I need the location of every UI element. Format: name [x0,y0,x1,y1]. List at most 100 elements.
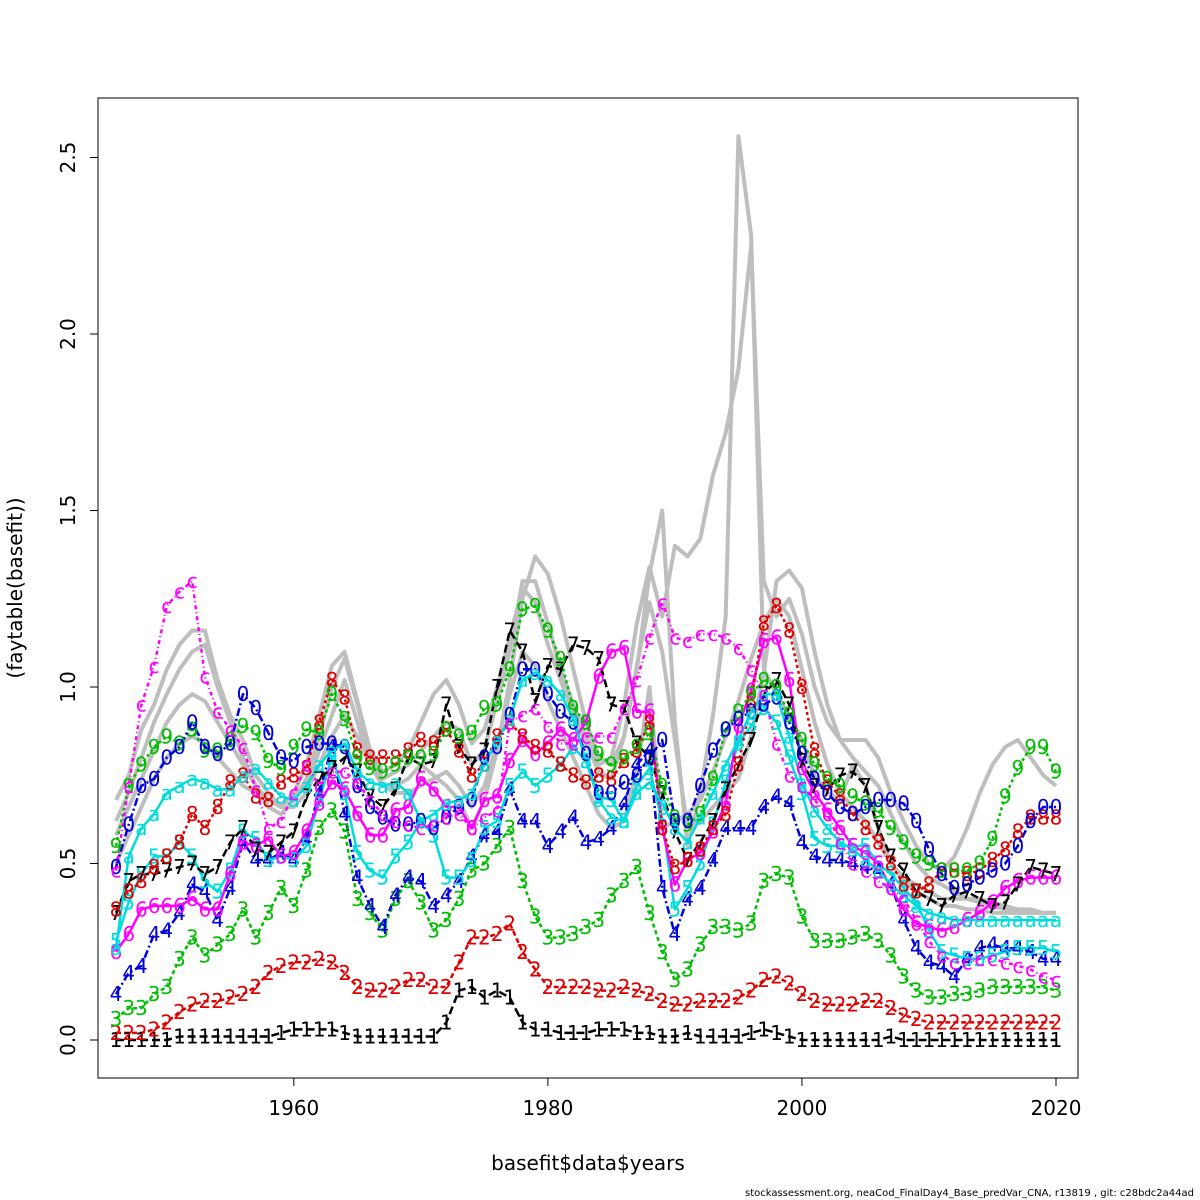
point-label-7: 7 [973,887,986,911]
point-label-5: 5 [605,788,618,812]
point-label-0: 0 [948,876,961,900]
point-label-2: 2 [973,1010,986,1034]
point-label-9: 9 [757,668,770,692]
point-label-a: a [300,774,312,798]
point-label-3: 3 [554,926,567,950]
point-label-3: 3 [783,866,796,890]
point-label-c: c [339,760,350,784]
point-label-0: 0 [199,735,212,759]
point-label-2: 2 [110,1021,123,1045]
point-label-5: 5 [732,732,745,756]
point-label-0: 0 [237,682,250,706]
point-label-3: 3 [376,919,389,943]
point-label-1: 1 [338,1021,351,1045]
point-label-7: 7 [122,869,135,893]
point-label-4: 4 [935,954,948,978]
point-label-9: 9 [935,859,948,883]
point-label-5: 5 [173,830,186,854]
point-label-a: a [161,781,173,805]
point-label-a: a [1012,908,1024,932]
point-label-6: 6 [402,795,415,819]
point-label-1: 1 [846,1028,859,1052]
point-label-7: 7 [605,693,618,717]
point-label-1: 1 [885,1025,898,1049]
point-label-5: 5 [796,781,809,805]
point-label-0: 0 [122,813,135,837]
point-label-9: 9 [173,732,186,756]
point-label-2: 2 [389,975,402,999]
point-label-c: c [479,806,490,830]
point-label-4: 4 [199,880,212,904]
point-label-a: a [720,753,732,777]
point-label-0: 0 [529,657,542,681]
point-label-0: 0 [923,837,936,861]
point-label-8: 8 [389,746,402,770]
point-label-8: 8 [160,844,173,868]
point-label-3: 3 [935,986,948,1010]
point-label-7: 7 [300,784,313,808]
point-label-5: 5 [834,834,847,858]
point-label-1: 1 [707,1025,720,1049]
point-label-4: 4 [846,852,859,876]
point-label-5: 5 [1024,936,1037,960]
series-line-7 [114,629,1057,914]
point-label-9: 9 [1012,756,1025,780]
point-label-5: 5 [1037,936,1050,960]
point-label-7: 7 [516,640,529,664]
point-label-1: 1 [808,1028,821,1052]
point-label-5: 5 [872,852,885,876]
point-label-7: 7 [478,739,491,763]
point-label-1: 1 [453,979,466,1003]
point-label-1: 1 [630,1021,643,1045]
point-label-2: 2 [275,954,288,978]
x-tick-label: 2000 [776,1096,827,1120]
point-label-5: 5 [961,947,974,971]
point-label-5: 5 [1012,936,1025,960]
point-label-6: 6 [580,710,593,734]
point-label-1: 1 [834,1028,847,1052]
point-label-3: 3 [923,986,936,1010]
series-line-2 [116,922,1056,1035]
point-label-4: 4 [338,802,351,826]
point-label-a: a [173,774,185,798]
point-label-0: 0 [389,813,402,837]
point-label-9: 9 [516,597,529,621]
point-label-4: 4 [402,866,415,890]
point-label-6: 6 [935,919,948,943]
point-label-9: 9 [885,816,898,840]
point-label-c: c [581,724,592,748]
point-label-6: 6 [757,629,770,653]
point-label-1: 1 [783,1025,796,1049]
point-label-1: 1 [580,1021,593,1045]
point-label-8: 8 [300,756,313,780]
point-label-9: 9 [1050,760,1063,784]
point-label-5: 5 [491,809,504,833]
point-label-0: 0 [669,809,682,833]
point-label-2: 2 [669,993,682,1017]
point-label-c: c [415,816,426,840]
point-label-0: 0 [885,788,898,812]
point-label-3: 3 [910,979,923,1003]
point-label-6: 6 [1050,866,1063,890]
point-label-c: c [619,696,630,720]
point-label-9: 9 [986,827,999,851]
point-label-9: 9 [554,647,567,671]
point-label-4: 4 [224,876,237,900]
point-label-3: 3 [707,915,720,939]
point-label-4: 4 [287,848,300,872]
point-label-4: 4 [160,919,173,943]
point-label-8: 8 [554,753,567,777]
point-label-7: 7 [656,781,669,805]
point-label-1: 1 [478,986,491,1010]
point-label-a: a [504,707,516,731]
point-label-3: 3 [948,982,961,1006]
point-label-3: 3 [681,957,694,981]
point-label-c: c [695,622,706,646]
point-label-1: 1 [173,1025,186,1049]
y-tick-label: 1.5 [56,495,80,527]
point-label-0: 0 [135,774,148,798]
point-label-5: 5 [808,827,821,851]
point-label-a: a [326,739,338,763]
point-label-9: 9 [160,724,173,748]
point-label-7: 7 [719,777,732,801]
